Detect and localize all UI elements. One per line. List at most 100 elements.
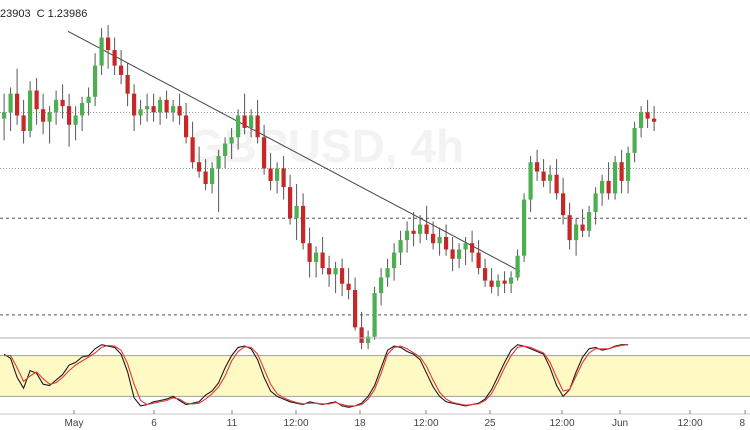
trendline[interactable] [67, 30, 521, 272]
candle-body-down [177, 106, 182, 116]
candle [262, 124, 267, 175]
candle-body-down [346, 283, 351, 290]
price-pane [0, 25, 750, 350]
candle-body-down [483, 268, 488, 281]
candle [236, 109, 241, 150]
candle-body-down [288, 187, 293, 219]
candle [424, 205, 429, 241]
candle [47, 106, 52, 144]
ohlc-close: C 1.23986 [36, 8, 88, 20]
candle-body-down [307, 243, 312, 262]
candle [249, 109, 254, 138]
candle [34, 78, 39, 125]
candle-body-down [67, 106, 72, 125]
candle-body-up [405, 230, 410, 241]
candle [489, 268, 494, 294]
candle-body-down [359, 327, 364, 343]
candle-body-down [476, 252, 481, 269]
candle-body-up [522, 199, 527, 256]
candle [353, 277, 358, 331]
candle-body-down [411, 230, 416, 234]
candle-body-down [554, 174, 559, 194]
watermark: GBPUSD, 4h [188, 120, 464, 172]
candle-body-up [210, 168, 215, 185]
candle [197, 146, 202, 178]
candle [392, 243, 397, 281]
candle [242, 93, 247, 135]
candle-body-down [450, 249, 455, 259]
candle [132, 84, 137, 132]
candle [567, 202, 572, 250]
candle [580, 208, 585, 237]
svg-text:GBPUSD, 4h: GBPUSD, 4h [188, 120, 464, 172]
candle [41, 93, 46, 135]
time-tick-label: May [65, 418, 84, 429]
candle [515, 249, 520, 281]
candle-body-up [223, 143, 228, 156]
candle [294, 184, 299, 241]
candle-body-down [470, 243, 475, 253]
candle-body-up [171, 106, 176, 113]
time-tick-label: 12:00 [413, 418, 438, 429]
candle [229, 127, 234, 160]
candle-body-up [593, 193, 598, 213]
candle [54, 90, 59, 125]
candle-body-down [340, 268, 345, 284]
candle [411, 212, 416, 247]
candle-body-down [255, 115, 260, 138]
candle [385, 258, 390, 287]
candle [457, 243, 462, 269]
candle [190, 121, 195, 169]
candle-body-down [489, 280, 494, 287]
time-tick-label: 8 [739, 418, 745, 429]
candle-body-up [587, 212, 592, 231]
candle-body-up [437, 236, 442, 244]
candle [288, 174, 293, 225]
candle [541, 159, 546, 188]
candle-body-up [229, 137, 234, 144]
candle [483, 258, 488, 287]
candle [67, 93, 72, 147]
candle-body-down [242, 115, 247, 128]
candle [398, 230, 403, 266]
candle [418, 215, 423, 244]
candle-body-up [600, 180, 605, 194]
candle [93, 53, 98, 107]
candle [587, 205, 592, 237]
time-tick-label: 12:00 [549, 418, 574, 429]
candle [28, 81, 33, 138]
candle-body-down [606, 180, 611, 194]
candle [528, 155, 533, 213]
candle-body-down [119, 65, 124, 75]
candle-body-down [34, 90, 39, 110]
candle-body-down [619, 162, 624, 181]
candle [314, 246, 319, 278]
time-axis: May 6 11 12:00 18 12:00 25 12:00 Jun 12:00 8 [65, 410, 746, 429]
stochastic-pane [0, 344, 750, 408]
candle-body-up [515, 255, 520, 278]
candle-body-down [502, 280, 507, 284]
candle [522, 193, 527, 262]
candle [372, 286, 377, 340]
candle-body-up [216, 155, 221, 169]
candle [431, 221, 436, 250]
time-tick-label: 18 [354, 418, 366, 429]
candle-body-down [21, 115, 26, 132]
candle-body-up [639, 112, 644, 128]
candle [138, 99, 143, 125]
candle [379, 268, 384, 306]
candle-body-down [106, 37, 111, 51]
candle-body-up [496, 280, 501, 287]
candle-body-up [574, 224, 579, 241]
candle [444, 224, 449, 256]
candle-body-down [184, 115, 189, 138]
candle [574, 218, 579, 256]
candle [470, 230, 475, 262]
candle [450, 236, 455, 272]
time-tick-label: Jun [612, 418, 628, 429]
candle [535, 149, 540, 181]
candle-body-up [372, 293, 377, 337]
candle [652, 106, 657, 132]
candle-body-up [73, 115, 78, 125]
